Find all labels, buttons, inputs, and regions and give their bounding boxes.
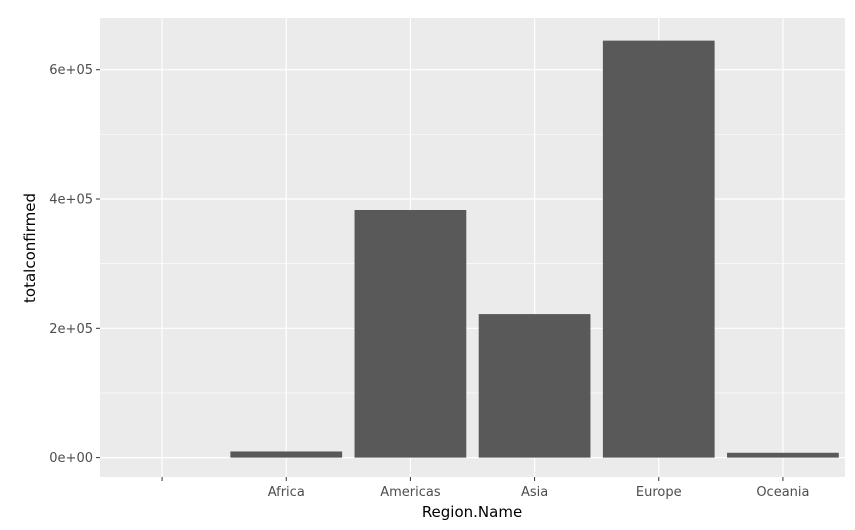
bars	[230, 40, 839, 458]
minor-gridlines	[100, 134, 845, 394]
x-axis-title: Region.Name	[422, 503, 522, 521]
bar	[727, 452, 839, 458]
y-tick-label: 0e+00	[49, 451, 93, 466]
plot-panel	[100, 18, 845, 477]
x-tick-label: Americas	[380, 485, 441, 500]
y-axis-ticks: 0e+00 2e+05 4e+05 6e+05	[49, 63, 100, 466]
x-axis-ticks: Africa Americas Asia Europe Oceania	[161, 477, 810, 500]
x-tick-label: Africa	[268, 485, 305, 500]
x-tick-label: Asia	[521, 485, 548, 500]
x-tick-label: Oceania	[756, 485, 809, 500]
bar	[230, 451, 343, 458]
x-tick-label: Europe	[636, 485, 682, 500]
y-tick-label: 6e+05	[49, 63, 93, 78]
bar	[354, 210, 467, 458]
y-tick-label: 4e+05	[49, 193, 93, 208]
bar	[602, 40, 715, 458]
y-axis-title: totalconfirmed	[21, 193, 39, 303]
bar	[478, 314, 591, 458]
y-tick-label: 2e+05	[49, 322, 93, 337]
